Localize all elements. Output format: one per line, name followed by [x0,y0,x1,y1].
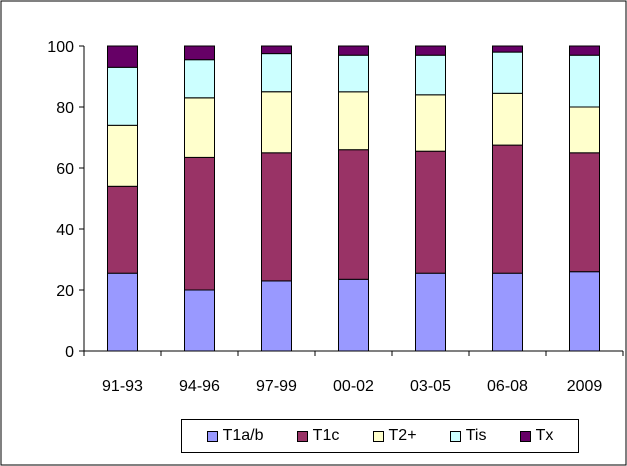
bar-segment-tx-97-99 [261,45,292,55]
legend-label: T1c [312,427,340,444]
bar-segment-t2--2009 [569,106,600,154]
bar-segment-t2--00-02 [338,91,369,151]
bar-segment-t1a-b-91-93 [107,272,138,352]
legend-item-t2-: T2+ [372,427,417,445]
bar-segment-t1c-2009 [569,152,600,273]
bar-segment-t1c-06-08 [492,144,523,274]
legend-item-tx: Tx [519,427,554,445]
bar-segment-t1a-b-94-96 [184,289,215,352]
bar-segment-t2--06-08 [492,92,523,146]
bar-segment-t2--94-96 [184,97,215,158]
bar-segment-t1a-b-03-05 [415,272,446,352]
legend-item-t1c: T1c [296,427,340,445]
bar-segment-t2--03-05 [415,94,446,152]
legend: T1a/b T1c T2+ Tis Tx [181,419,579,453]
x-tick-label: 06-08 [487,378,528,395]
x-tick-label: 2009 [567,378,603,395]
legend-label: Tx [535,427,554,444]
bar-segment-tx-06-08 [492,45,523,53]
legend-item-tis: Tis [449,427,487,445]
bar-segment-t1c-03-05 [415,150,446,274]
bar-segment-t2--91-93 [107,124,138,187]
legend-swatch [296,430,308,442]
legend-swatch [449,430,461,442]
bar-segment-tis-00-02 [338,54,369,93]
y-tick-label: 20 [56,283,74,300]
bar-segment-tx-91-93 [107,45,138,68]
bar-segment-tis-91-93 [107,66,138,126]
legend-label: T1a/b [222,427,264,444]
y-tick-label: 60 [56,161,74,178]
y-tick-label: 100 [47,39,74,56]
bar-segment-tx-03-05 [415,45,446,56]
bar-segment-tis-2009 [569,54,600,108]
bar-segment-tis-94-96 [184,59,215,99]
y-tick-label: 80 [56,100,74,117]
x-tick-label: 91-93 [102,378,143,395]
bar-segment-tis-97-99 [261,53,292,93]
legend-label: T2+ [388,427,417,444]
x-tick-label: 03-05 [410,378,451,395]
x-tick-label: 00-02 [333,378,374,395]
bar-segment-tx-00-02 [338,45,369,56]
y-tick-label: 40 [56,222,74,239]
bar-segment-t2--97-99 [261,91,292,154]
legend-label: Tis [465,427,487,444]
bar-segment-tis-03-05 [415,54,446,96]
x-tick-label: 97-99 [256,378,297,395]
bar-segment-t1a-b-97-99 [261,280,292,352]
bar-segment-t1a-b-00-02 [338,278,369,352]
bar-segment-t1c-00-02 [338,149,369,280]
bar-segment-t1c-94-96 [184,156,215,291]
legend-swatch [206,430,218,442]
x-tick-label: 94-96 [179,378,220,395]
bar-segment-tis-06-08 [492,51,523,94]
bar-segment-t1a-b-2009 [569,271,600,352]
legend-swatch [519,430,531,442]
legend-item-t1a-b: T1a/b [206,427,264,445]
y-tick-label: 0 [65,344,74,361]
bar-segment-tx-94-96 [184,45,215,61]
bar-segment-t1c-97-99 [261,152,292,282]
axes-layer: 0 20 40 60 80 100 91-93 94-96 97-99 00-02 03-05 06-… [47,39,624,395]
bars-layer [107,45,600,352]
bar-segment-t1c-91-93 [107,185,138,274]
legend-swatch [372,430,384,442]
bar-segment-t1a-b-06-08 [492,272,523,352]
bar-segment-tx-2009 [569,45,600,56]
